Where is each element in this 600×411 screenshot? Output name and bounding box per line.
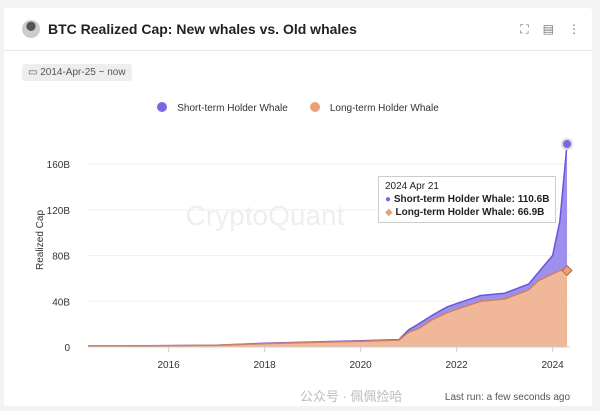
marker-sth <box>563 139 572 148</box>
console-icon[interactable]: ▤ <box>542 22 554 36</box>
y-tick-label: 160B <box>47 160 71 171</box>
y-tick-label: 40B <box>52 297 70 308</box>
x-tick-label: 2018 <box>254 360 277 371</box>
legend-label: Short-term Holder Whale <box>177 103 288 114</box>
y-axis-label: Realized Cap <box>35 210 46 270</box>
tooltip: 2024 Apr 21 ● Short-term Holder Whale: 1… <box>378 176 557 223</box>
tooltip-lth: Long-term Holder Whale: 66.9B <box>395 207 545 218</box>
fullscreen-icon[interactable]: ⛶ <box>520 22 529 36</box>
legend-lth[interactable]: Long-term Holder Whale <box>309 102 439 114</box>
date-range-button[interactable]: ▭ 2014-Apr-25 ~ now <box>22 64 132 81</box>
x-tick-label: 2020 <box>350 360 373 371</box>
area-lth <box>88 270 568 347</box>
y-tick-label: 120B <box>47 206 71 217</box>
y-tick-label: 80B <box>52 252 70 263</box>
card-header: BTC Realized Cap: New whales vs. Old wha… <box>4 8 592 51</box>
x-tick-label: 2024 <box>542 360 565 371</box>
date-range-label: 2014-Apr-25 ~ now <box>40 67 126 78</box>
watermark: 公众号 · 佩佩捡哈 <box>300 389 403 404</box>
x-tick-label: 2022 <box>446 360 469 371</box>
y-tick-label: 0 <box>64 343 70 354</box>
tooltip-sth: Short-term Holder Whale: 110.6B <box>393 194 550 205</box>
avatar <box>22 20 40 38</box>
calendar-icon: ▭ <box>28 67 41 78</box>
tooltip-date: 2024 Apr 21 <box>385 181 439 192</box>
more-icon[interactable]: ⋮ <box>568 22 580 36</box>
last-run: Last run: a few seconds ago <box>444 392 570 403</box>
line-lth <box>88 269 568 347</box>
chart-watermark: CryptoQuant <box>186 200 345 231</box>
chart-title: BTC Realized Cap: New whales vs. Old wha… <box>48 21 357 37</box>
marker-lth <box>561 264 573 277</box>
x-tick-label: 2016 <box>158 360 181 371</box>
legend-label: Long-term Holder Whale <box>329 103 439 114</box>
legend-sth[interactable]: Short-term Holder Whale <box>157 102 288 114</box>
